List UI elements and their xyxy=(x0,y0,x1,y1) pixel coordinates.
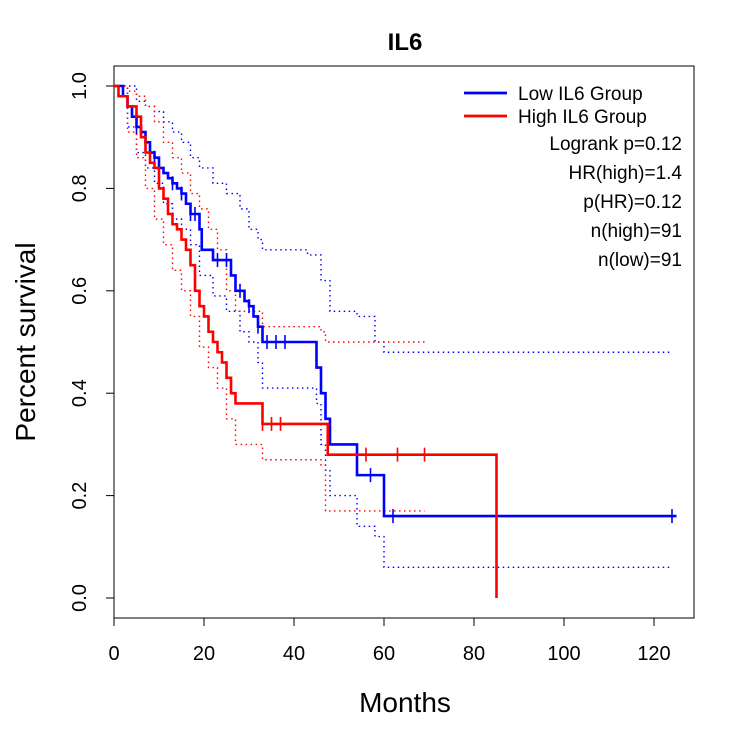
x-tick-label: 80 xyxy=(463,643,485,665)
y-tick-label: 0.0 xyxy=(69,584,91,612)
high-il6-group-ci-upper xyxy=(114,85,425,343)
stat-line: Logrank p=0.12 xyxy=(549,134,682,155)
chart-title: IL6 xyxy=(388,29,423,56)
y-axis-label: Percent survival xyxy=(10,242,41,441)
stat-line: n(low)=91 xyxy=(598,250,682,271)
y-axis: 0.0 0.2 0.4 0.6 0.8 1.0 xyxy=(69,72,114,612)
x-tick-label: 60 xyxy=(373,643,395,665)
high-il6-group-ci-lower xyxy=(114,85,425,512)
y-tick-label: 0.8 xyxy=(69,174,91,202)
y-tick-label: 0.6 xyxy=(69,277,91,305)
legend-label: Low IL6 Group xyxy=(518,84,643,105)
plot-area xyxy=(113,65,695,619)
x-axis: 0 20 40 60 80 100 120 xyxy=(108,618,671,665)
low-il6-group-ci-upper xyxy=(114,85,672,353)
stat-line: n(high)=91 xyxy=(591,221,682,242)
x-tick-label: 40 xyxy=(283,643,305,665)
stats-block: Logrank p=0.12 HR(high)=1.4 p(HR)=0.12 n(hi… xyxy=(549,134,682,271)
y-tick-label: 1.0 xyxy=(69,72,91,100)
stat-line: p(HR)=0.12 xyxy=(583,192,682,213)
x-tick-label: 0 xyxy=(108,643,119,665)
stat-line: HR(high)=1.4 xyxy=(568,163,682,184)
high-il6-group-survival-line xyxy=(114,84,498,598)
plot-frame xyxy=(113,65,695,619)
x-tick-label: 100 xyxy=(547,643,580,665)
x-tick-label: 120 xyxy=(637,643,670,665)
y-tick-label: 0.2 xyxy=(69,482,91,510)
x-tick-label: 20 xyxy=(193,643,215,665)
x-axis-label: Months xyxy=(359,687,451,718)
y-tick-label: 0.4 xyxy=(69,379,91,407)
legend-label: High IL6 Group xyxy=(518,107,647,128)
